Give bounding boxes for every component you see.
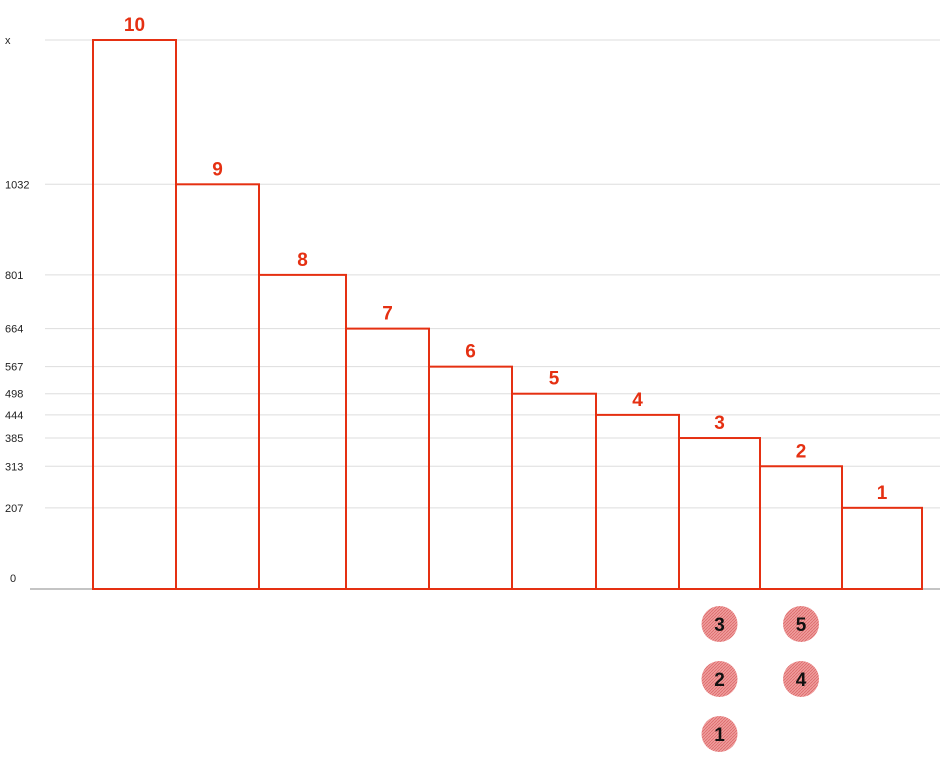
y-tick-label: x bbox=[5, 35, 11, 47]
bubble-marker bbox=[783, 606, 819, 642]
y-tick-label: 313 bbox=[5, 461, 23, 473]
bar-label: 3 bbox=[714, 413, 725, 434]
y-tick-label: 0 bbox=[10, 573, 16, 585]
bar-label: 4 bbox=[632, 390, 643, 411]
bubble-marker bbox=[701, 661, 738, 697]
bar bbox=[511, 392, 597, 590]
bar-label: 2 bbox=[796, 441, 807, 462]
y-tick-label: 801 bbox=[5, 270, 23, 282]
bubble-label: 1 bbox=[714, 725, 725, 746]
bar-labels: 10 9 8 7 6 5 4 3 2 1 bbox=[124, 15, 888, 504]
y-tick-label: 207 bbox=[5, 503, 23, 515]
bar bbox=[258, 273, 347, 590]
bar-label: 9 bbox=[212, 159, 223, 180]
y-tick-label: 444 bbox=[5, 410, 23, 422]
bubble-label: 2 bbox=[714, 670, 725, 691]
y-tick-label: 664 bbox=[5, 324, 23, 336]
bubble-label: 3 bbox=[714, 615, 725, 636]
bubble-marker bbox=[783, 661, 819, 697]
y-axis-ticks: x 1032 801 664 567 498 444 385 313 207 0 bbox=[5, 35, 29, 585]
bubble-label: 5 bbox=[796, 615, 807, 636]
bar-label: 7 bbox=[382, 304, 393, 325]
bar bbox=[841, 506, 923, 590]
bar-label: 10 bbox=[124, 15, 145, 36]
bar bbox=[678, 437, 761, 590]
bubble-label: 4 bbox=[796, 670, 807, 691]
bubble-marker bbox=[701, 716, 738, 752]
bubble-marker bbox=[701, 606, 738, 642]
bubble-markers: 3 2 1 5 4 bbox=[701, 606, 819, 752]
bars bbox=[92, 39, 923, 591]
y-tick-label: 1032 bbox=[5, 179, 29, 191]
bar bbox=[345, 327, 430, 590]
bar-label: 5 bbox=[549, 369, 560, 390]
bar-label: 8 bbox=[297, 250, 308, 271]
y-tick-label: 498 bbox=[5, 389, 23, 401]
gridlines bbox=[30, 39, 940, 590]
bar bbox=[92, 39, 177, 590]
bar bbox=[175, 183, 260, 591]
bar bbox=[595, 413, 680, 591]
bar-label: 6 bbox=[465, 342, 476, 363]
bar bbox=[759, 465, 843, 590]
y-tick-label: 385 bbox=[5, 433, 23, 445]
bar-label: 1 bbox=[877, 483, 888, 504]
bar bbox=[428, 365, 513, 590]
y-tick-label: 567 bbox=[5, 362, 23, 374]
